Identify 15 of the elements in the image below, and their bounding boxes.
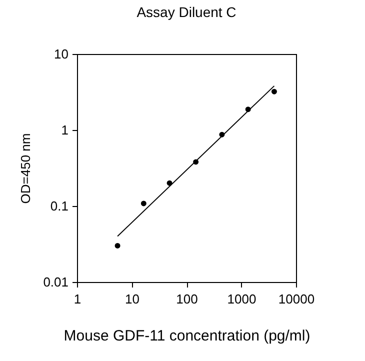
y-tick-label: 0.1 [50,198,68,214]
point [114,243,120,248]
y-axis-title: OD=450 nm [18,133,34,204]
x-tick-label: 1 [74,292,82,306]
point [271,88,277,94]
y-tick-label: 10 [54,46,68,62]
x-tick-label: 1000 [227,292,256,306]
x-tick-label: 100 [176,292,198,306]
x-tick-label: 10 [125,292,140,306]
x-tick-label: 10000 [278,292,315,306]
chart-title: Assay Diluent C [136,4,236,20]
x-axis-title: Mouse GDF-11 concentration (pg/ml) [64,328,310,344]
point [140,200,146,206]
y-tick-label: 1 [61,122,68,138]
y-tick-label: 0.01 [43,274,68,290]
